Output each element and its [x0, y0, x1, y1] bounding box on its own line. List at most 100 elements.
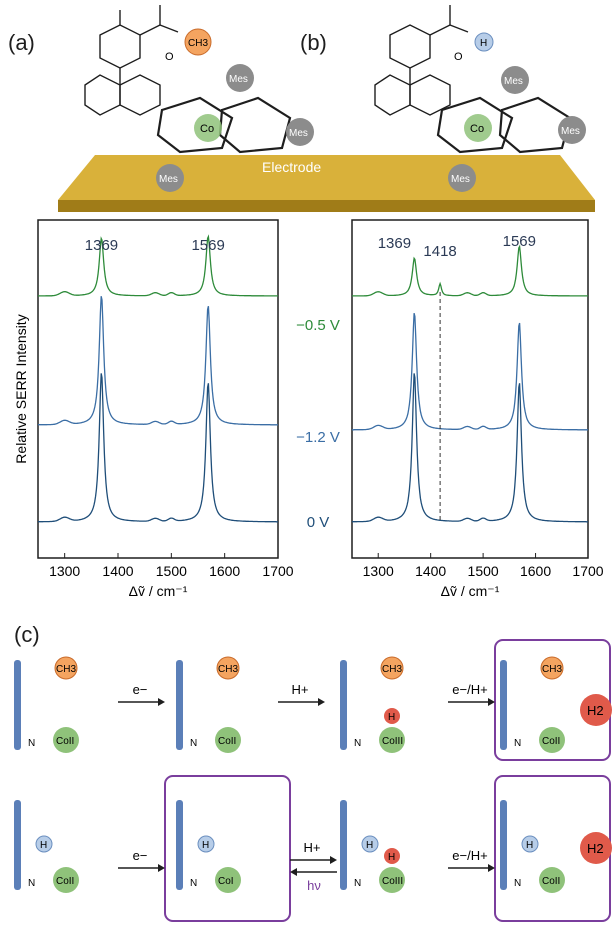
hydrogen-label-r2-1: H: [202, 840, 209, 851]
arrow-head-r1-2: [488, 698, 495, 706]
x-tick-label-3: 1600: [209, 563, 240, 579]
spectrum-line-0: [38, 234, 278, 297]
nitrogen-label-r2-0: N: [28, 878, 35, 889]
electrode-bar-r1-2: [340, 660, 347, 750]
arrow-label-r2-0: e−: [133, 848, 148, 863]
nitrogen-label-r1-3: N: [514, 738, 521, 749]
highlight-box-row1: [494, 639, 611, 761]
nitrogen-label-r1-1: N: [190, 738, 197, 749]
x-tick-label-4: 1700: [262, 563, 293, 579]
electrode-bar-r2-0: [14, 800, 21, 890]
nitrogen-label-r2-1: N: [190, 878, 197, 889]
hv-label: hν: [307, 878, 321, 893]
x-tick-label-1: 1400: [415, 563, 446, 579]
electrode-bar-r1-1: [176, 660, 183, 750]
cobalt-label-r2-0: CoII: [56, 876, 74, 887]
methyl-label-r1-1: CH3: [218, 664, 238, 675]
mes-ball-a1: [226, 64, 254, 92]
panel-label-c: (c): [14, 622, 40, 647]
hydride-label-r2-2: H: [388, 852, 395, 863]
x-tick-label-3: 1600: [520, 563, 551, 579]
hydride-ball-r2-2: [384, 848, 400, 864]
mechanism-scheme: CH3 CoII Ne− CH3 CoII N H+ CH3 CoIII N He−/H+ CH3 Co…: [14, 639, 612, 922]
methyl-ball-r1-1: [216, 656, 240, 680]
cobalt-label-r2-2: CoIII: [382, 876, 403, 887]
hydrogen-label-r2-2: H: [366, 840, 373, 851]
molecule-b: [374, 5, 572, 154]
hydrogen-ball-r2-3: [521, 835, 539, 853]
plot-frame-left: [37, 219, 279, 559]
oxygen-label-b: O: [454, 51, 463, 63]
cobalt-label-r2-3: CoII: [542, 876, 560, 887]
arrow-label-r1-2: e−/H+: [452, 682, 487, 697]
spectrum-line-0: [352, 244, 588, 297]
cobalt-ball-r2-1: [215, 867, 241, 893]
series-group-left: [38, 234, 278, 523]
arrow-head-r2-0: [158, 864, 165, 872]
hydrogen-ball-r2-0: [35, 835, 53, 853]
potential-label-0: −0.5 V: [296, 317, 340, 334]
electrode-plate-top: [58, 155, 595, 200]
hydrogen-label-r2-3: H: [526, 840, 533, 851]
cobalt-ball-r1-3: [539, 727, 565, 753]
x-tick-label-0: 1300: [363, 563, 394, 579]
arrow-label-r2-2: e−/H+: [452, 848, 487, 863]
hydride-label-r1-2: H: [388, 712, 395, 723]
h2-ball-r1: [580, 694, 612, 726]
co-label-b: Co: [470, 123, 484, 135]
cobalt-ball-r1-0: [53, 727, 79, 753]
x-ticks-right: 1300 1400 1500 1600 1700: [363, 553, 604, 579]
mes-ball-a2: [286, 118, 314, 146]
hydrogen-ball-r2-1: [197, 835, 215, 853]
spectrum-line-2: [352, 373, 588, 523]
nitrogen-label-r2-2: N: [354, 878, 361, 889]
spectrum-line-2: [38, 373, 278, 523]
mes-label-b1: Mes: [504, 76, 523, 87]
co-label-a: Co: [200, 123, 214, 135]
methyl-ball-r1-2: [380, 656, 404, 680]
spectrum-line-1: [352, 312, 588, 431]
cobalt-label-r1-0: CoII: [56, 736, 74, 747]
methyl-ball-r1-0: [54, 656, 78, 680]
peak-labels-left: 1369 1569: [85, 237, 225, 254]
peak-labels-right: 1369 1418 1569: [378, 233, 536, 260]
spectrum-line-1: [38, 296, 278, 426]
potential-labels: −0.5 V −1.2 V 0 V: [296, 317, 340, 531]
nitrogen-label-r2-3: N: [514, 878, 521, 889]
mes-label-a1: Mes: [229, 74, 248, 85]
arrow-label-r1-0: e−: [133, 682, 148, 697]
cobalt-label-r1-1: CoII: [218, 736, 236, 747]
x-tick-label-4: 1700: [572, 563, 603, 579]
cobalt-ball-a: [194, 114, 222, 142]
arrow-head-r2-1: [330, 856, 337, 864]
mes-ball-b3: [448, 164, 476, 192]
y-axis-label: Relative SERR Intensity: [13, 314, 29, 463]
h2-label-r1: H2: [587, 703, 604, 718]
methyl-ball-a: [184, 28, 212, 56]
hydride-ball-r1-2: [384, 708, 400, 724]
arrow-label-r1-1: H+: [292, 682, 309, 697]
methyl-label-r1-3: CH3: [542, 664, 562, 675]
molecule-schematic: Electrode O CH3 Co Mes Mes Mes: [58, 5, 595, 212]
mes-label-b2: Mes: [561, 126, 580, 137]
x-tick-label-1: 1400: [102, 563, 133, 579]
series-group-right: [352, 244, 588, 523]
mes-ball-b2: [558, 116, 586, 144]
spectra-chart-right: 1300 1400 1500 1600 1700 1369 1418 1569 Δṽ / c…: [351, 219, 604, 599]
electrode-bar-r1-0: [14, 660, 21, 750]
methyl-ball-r1-3: [540, 656, 564, 680]
cobalt-ball-r2-0: [53, 867, 79, 893]
nitrogen-label-r1-0: N: [28, 738, 35, 749]
hydrogen-ball-b: [474, 32, 494, 52]
arrow-head-r1-0: [158, 698, 165, 706]
highlight-box-row2-a: [164, 775, 291, 922]
arrow-head-r1-1: [318, 698, 325, 706]
potential-label-1: −1.2 V: [296, 429, 340, 446]
peak-label-1569: 1569: [191, 237, 224, 254]
cobalt-ball-b: [464, 114, 492, 142]
peak-label-1369: 1369: [378, 235, 411, 252]
peak-label-1418: 1418: [423, 243, 456, 260]
methyl-label-r1-0: CH3: [56, 664, 76, 675]
oxygen-label-a: O: [165, 51, 174, 63]
